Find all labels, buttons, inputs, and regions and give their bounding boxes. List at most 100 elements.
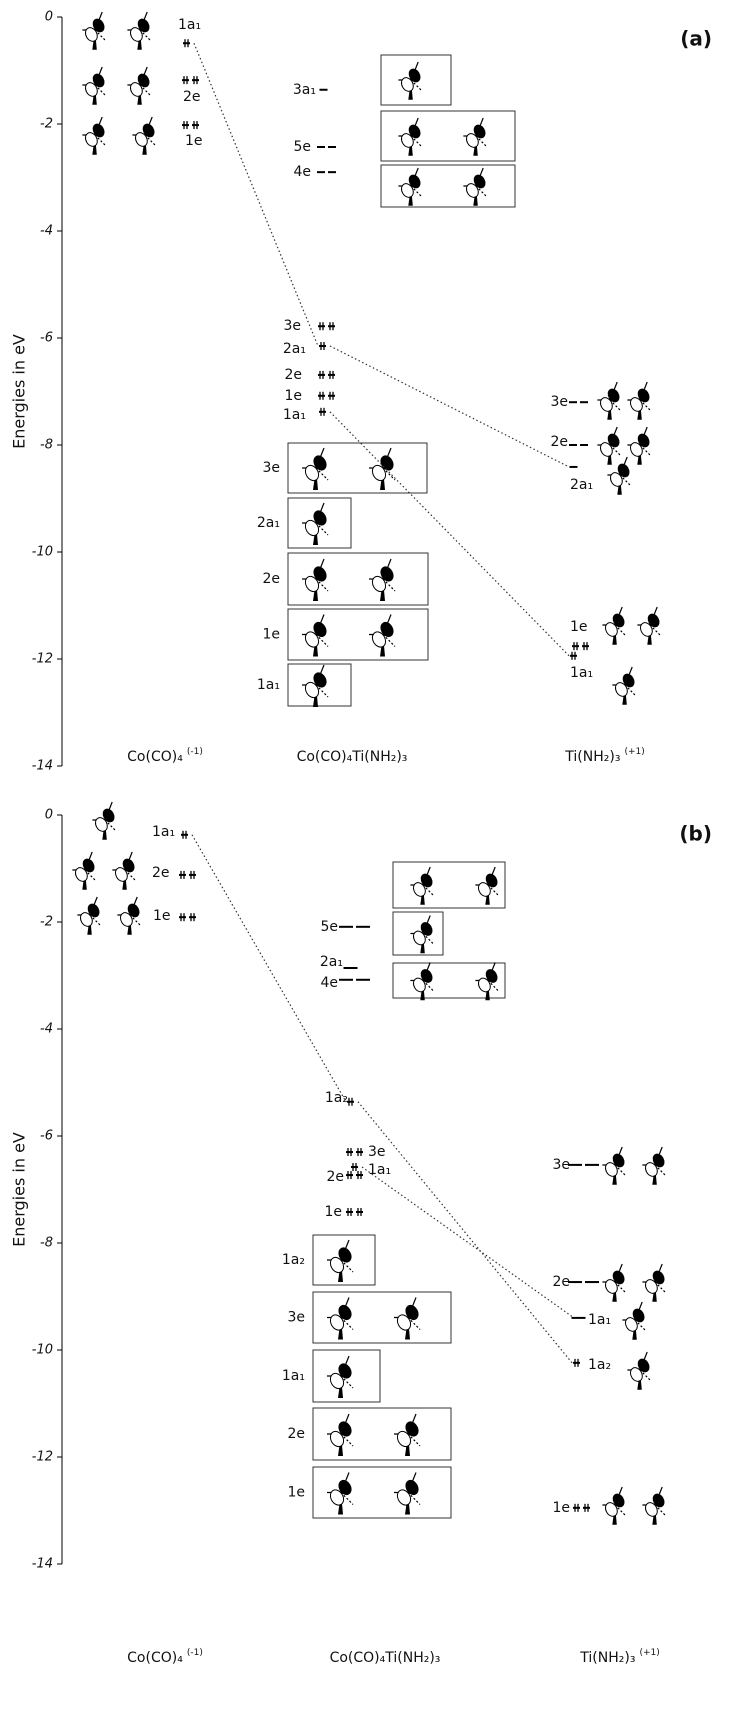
level-label: 3e: [368, 1144, 386, 1160]
level-label: 4e: [320, 975, 338, 991]
level-label: 1e: [284, 388, 302, 404]
level-label: 3a₁: [293, 82, 316, 98]
level-label: 4e: [293, 164, 311, 180]
column-label: Co(CO)₄ (-1): [127, 1648, 203, 1667]
y-tick-label: -12: [32, 1450, 53, 1465]
y-tick-label: -2: [40, 117, 53, 132]
energy-level: [351, 1163, 358, 1171]
box-label: 1e: [287, 1485, 305, 1501]
level-label: 5e: [320, 919, 338, 935]
box-label: 3e: [287, 1310, 305, 1326]
level-label: 2a₁: [283, 341, 306, 357]
level-label: 1a₁: [570, 665, 593, 681]
y-tick-label: -8: [40, 1236, 53, 1251]
level-label: 1e: [324, 1204, 342, 1220]
energy-level: [570, 652, 577, 660]
orbital-sketch: [302, 615, 396, 657]
level-label: 1a₁: [152, 824, 175, 840]
energy-level: [183, 39, 190, 47]
level-label: 2e: [550, 434, 568, 450]
level-label: 2e: [552, 1274, 570, 1290]
level-label: 1a₁: [178, 17, 201, 33]
orbital-sketch: [602, 1264, 626, 1302]
column-label: Co(CO)₄Ti(NH₂)₃: [297, 749, 408, 765]
energy-level: [346, 1171, 363, 1179]
energy-level: [347, 1098, 354, 1106]
column-label: Co(CO)₄Ti(NH₂)₃: [330, 1650, 441, 1666]
y-tick-label: 0: [45, 808, 53, 823]
orbital-sketch: [302, 665, 329, 707]
orbital-sketch: [627, 382, 651, 420]
box-label: 2a₁: [257, 515, 280, 531]
orbital-sketch: [72, 852, 96, 890]
energy-level: [182, 121, 199, 129]
y-tick-label: -14: [32, 759, 53, 774]
y-tick-label: -4: [40, 224, 53, 239]
orbital-sketch: [410, 916, 434, 954]
energy-level: [346, 1208, 363, 1216]
energy-level: [319, 408, 326, 416]
orbital-sketch: [627, 427, 651, 465]
mo-diagram: 0 -2 -4 -6 -8 -10 -12 -14 Energies in eV (a) Co(CO…: [0, 0, 734, 1716]
orbital-sketch: [612, 667, 636, 705]
column-name: Ti(NH₂)₃: [579, 1650, 635, 1666]
y-tick-label: -4: [40, 1022, 53, 1037]
level-label: 1a₁: [588, 1312, 611, 1328]
orbital-sketch: [82, 117, 106, 155]
column-name: Co(CO)₄Ti(NH₂)₃: [330, 1650, 441, 1666]
y-axis-label: Energies in eV: [10, 334, 29, 449]
orbital-sketch: [127, 67, 151, 105]
column-name: Co(CO)₄: [127, 1650, 183, 1666]
column-charge: (-1): [187, 1648, 203, 1658]
box-label: 1a₁: [282, 1368, 305, 1384]
energy-level: [346, 1148, 363, 1156]
level-label: 1e: [153, 908, 171, 924]
column-label: Ti(NH₂)₃(+1): [579, 1648, 659, 1667]
orbital-sketch: [597, 382, 621, 420]
orbital-sketch: [302, 559, 396, 601]
orbital-sketch: [622, 1302, 646, 1340]
panel-label: (a): [680, 27, 712, 51]
column-name: Ti(NH₂)₃: [564, 749, 620, 765]
orbital-sketch: [398, 118, 487, 156]
box-label: 2e: [262, 571, 280, 587]
level-label: 2a₁: [320, 954, 343, 970]
orbital-sketch: [410, 867, 499, 905]
level-label: 3e: [283, 318, 301, 334]
y-tick-label: -6: [40, 1129, 53, 1144]
y-tick-label: -14: [32, 1557, 53, 1572]
correlation-line: [358, 1102, 572, 1363]
orbital-sketch: [410, 963, 499, 1001]
column-label: Co(CO)₄(-1): [127, 747, 203, 766]
orbital-sketch: [127, 12, 151, 50]
level-label: 1a₂: [325, 1090, 348, 1106]
box-label: 1e: [262, 627, 280, 643]
energy-level: [573, 1359, 580, 1367]
energy-level: [319, 342, 326, 350]
orbital-sketch: [77, 897, 101, 935]
box-label: 1a₂: [282, 1252, 305, 1268]
correlation-line: [330, 412, 569, 656]
orbital-sketch: [327, 1414, 421, 1456]
energy-level: [573, 1504, 590, 1512]
y-axis-label: Energies in eV: [10, 1132, 29, 1247]
y-tick-label: -10: [32, 545, 53, 560]
orbital-sketch: [642, 1264, 666, 1302]
orbital-sketch: [642, 1487, 666, 1525]
orbital-sketch: [398, 168, 487, 206]
box-label: 2e: [287, 1426, 305, 1442]
box-label: 1a₁: [257, 677, 280, 693]
energy-level: [572, 642, 589, 650]
energy-level: [318, 322, 335, 330]
level-label: 1a₁: [283, 407, 306, 423]
box-label: 3e: [262, 460, 280, 476]
orbital-sketch: [642, 1147, 666, 1185]
energy-level: [181, 831, 188, 839]
column-charge: (+1): [624, 747, 644, 757]
column-charge: (-1): [187, 747, 203, 757]
orbital-sketch: [82, 12, 106, 50]
energy-level: [182, 76, 199, 84]
energy-level: [318, 392, 335, 400]
level-label: 3e: [550, 394, 568, 410]
orbital-sketch: [602, 1147, 626, 1185]
